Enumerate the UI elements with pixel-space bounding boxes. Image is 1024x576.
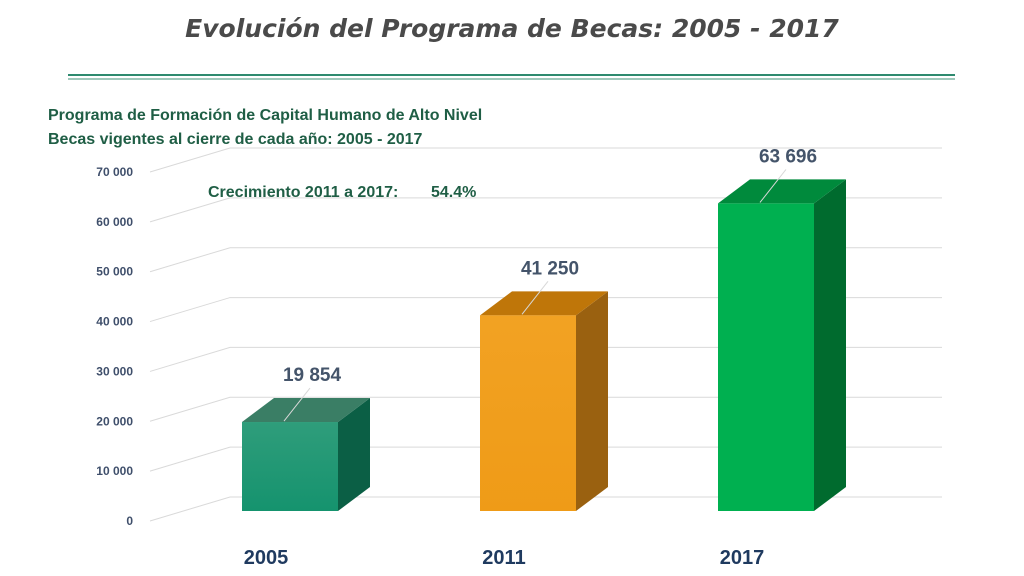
bar-top-face (242, 398, 370, 423)
y-tick-label: 50 000 (96, 265, 133, 279)
bar-front-face (242, 422, 338, 511)
y-tick-label: 60 000 (96, 215, 133, 229)
value-labels: 19 854 41 250 63 696 (283, 146, 817, 422)
bar-2005 (242, 398, 370, 511)
bar-front-face (480, 315, 576, 511)
gridline (149, 446, 942, 472)
bar-top-face (480, 291, 608, 316)
gridlines (149, 147, 942, 522)
page-title: Evolución del Programa de Becas: 2005 - … (185, 14, 839, 43)
value-leader-line (521, 281, 549, 315)
growth-annotation-label: Crecimiento 2011 a 2017: (208, 184, 398, 201)
y-tick-label: 20 000 (96, 414, 133, 428)
x-axis-ticks: 2005 2011 2017 (244, 547, 765, 569)
growth-annotation-value: 54.4% (431, 184, 476, 201)
bars (242, 179, 846, 512)
y-tick-label: 30 000 (96, 364, 133, 378)
gridline (149, 147, 942, 173)
title-divider-light (68, 78, 955, 80)
value-label: 63 696 (759, 146, 817, 167)
x-tick-label: 2011 (482, 547, 525, 569)
x-tick-label: 2017 (720, 547, 765, 569)
y-tick-label: 70 000 (96, 165, 133, 179)
gridline (149, 247, 942, 273)
y-tick-label: 40 000 (96, 315, 133, 329)
growth-annotation: Crecimiento 2011 a 2017: 54.4% (208, 184, 476, 201)
value-label: 41 250 (521, 258, 579, 279)
bar-top-face (718, 179, 846, 204)
gridline (149, 346, 942, 372)
gridline (149, 496, 942, 522)
bar-2017 (718, 179, 846, 512)
y-tick-label: 10 000 (96, 464, 133, 478)
bar-side-face (814, 179, 846, 512)
value-label: 19 854 (283, 365, 342, 386)
y-axis-ticks: 0 10 000 20 000 30 000 40 000 50 000 60 000 70 … (96, 165, 133, 528)
bar-front-face (718, 203, 814, 512)
gridline (149, 297, 942, 323)
bar-2011 (480, 291, 608, 511)
value-leader-line (759, 169, 787, 203)
value-leader-line (283, 387, 311, 422)
gridline (149, 197, 942, 223)
chart-subtitle-period: Becas vigentes al cierre de cada año: 20… (48, 131, 423, 148)
y-tick-label: 0 (126, 514, 133, 528)
bar-side-face (338, 398, 370, 511)
bar-side-face (576, 291, 608, 511)
title-divider (68, 74, 955, 76)
chart-subtitle-program: Programa de Formación de Capital Humano … (48, 107, 483, 124)
gridline (149, 396, 942, 422)
x-tick-label: 2005 (244, 547, 289, 569)
